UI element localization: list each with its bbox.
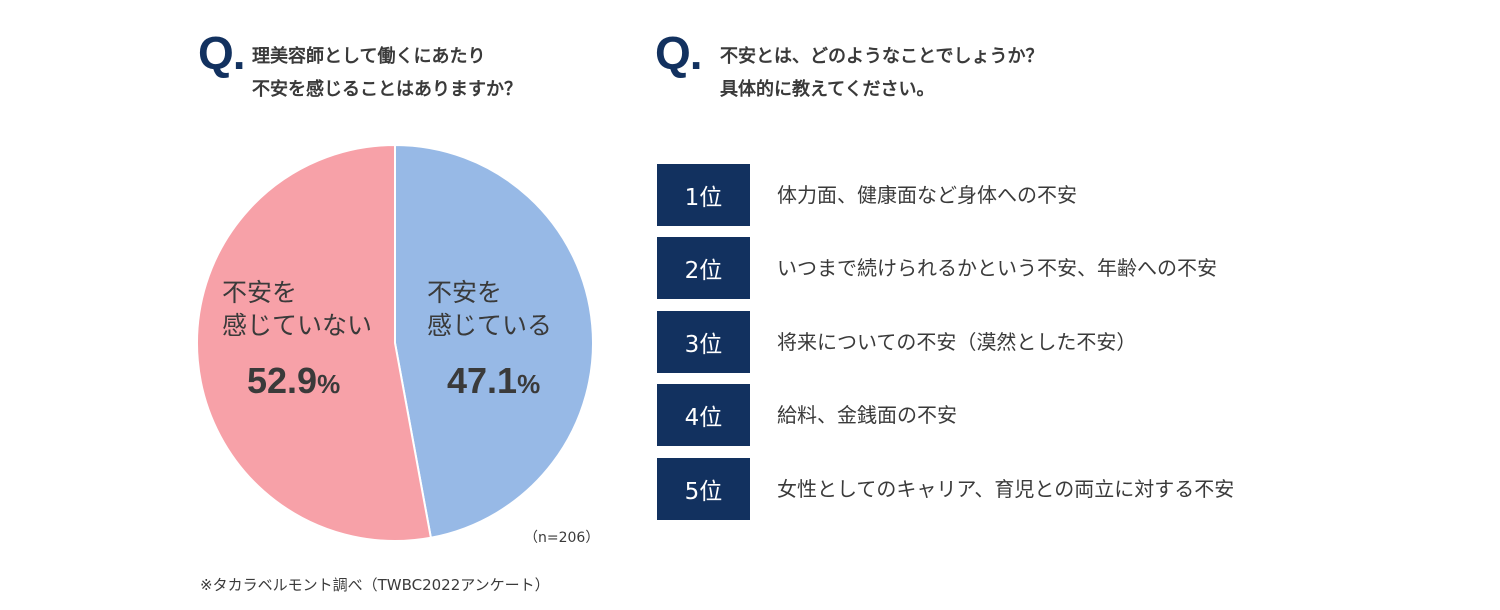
pie-label-anxious: 不安を 感じている (427, 278, 553, 340)
question-1-text: 理美容師として働くにあたり 不安を感じることはありますか？ (252, 46, 522, 100)
rank-badge: 4位 (657, 384, 750, 446)
pie-label-not-anxious: 不安を 感じていない (222, 278, 373, 340)
rank-text: 女性としてのキャリア、育児との両立に対する不安 (777, 477, 1235, 501)
pie-percent-unit: % (317, 369, 341, 399)
pie-percent-value: 52.9 (247, 360, 318, 401)
rank-badge: 1位 (657, 164, 750, 226)
question-2-mark: Q. (655, 27, 703, 79)
pie-percent-not-anxious: 52.9% (247, 360, 340, 402)
pie-percent-unit: % (517, 369, 541, 399)
pie-slice-anxious (394, 143, 594, 539)
pie-percent-value: 47.1 (447, 360, 518, 401)
sample-size: （n=206） (524, 530, 600, 546)
rank-badge: 5位 (657, 458, 750, 520)
rank-row-1: 1位 体力面、健康面など身体への不安 (657, 164, 1357, 226)
rank-text: 将来についての不安（漠然とした不安） (777, 330, 1137, 354)
pie-chart (196, 143, 594, 542)
rank-row-4: 4位 給料、金銭面の不安 (657, 384, 1357, 446)
pie-percent-anxious: 47.1% (447, 360, 540, 402)
rank-text: 給料、金銭面の不安 (777, 403, 957, 427)
pie-slice-not-anxious (196, 143, 433, 542)
question-2-text: 不安とは、どのようなことでしょうか？ 具体的に教えてください。 (720, 46, 1044, 100)
rank-row-5: 5位 女性としてのキャリア、育児との両立に対する不安 (657, 458, 1357, 520)
rank-text: いつまで続けられるかという不安、年齢への不安 (777, 256, 1217, 280)
rank-row-2: 2位 いつまで続けられるかという不安、年齢への不安 (657, 237, 1357, 299)
rank-badge: 2位 (657, 237, 750, 299)
rank-text: 体力面、健康面など身体への不安 (777, 183, 1077, 207)
rank-badge: 3位 (657, 311, 750, 373)
rank-row-3: 3位 将来についての不安（漠然とした不安） (657, 311, 1357, 373)
source-note: ※タカラベルモント調べ（TWBC2022アンケート） (200, 576, 550, 594)
question-1-mark: Q. (198, 27, 246, 79)
